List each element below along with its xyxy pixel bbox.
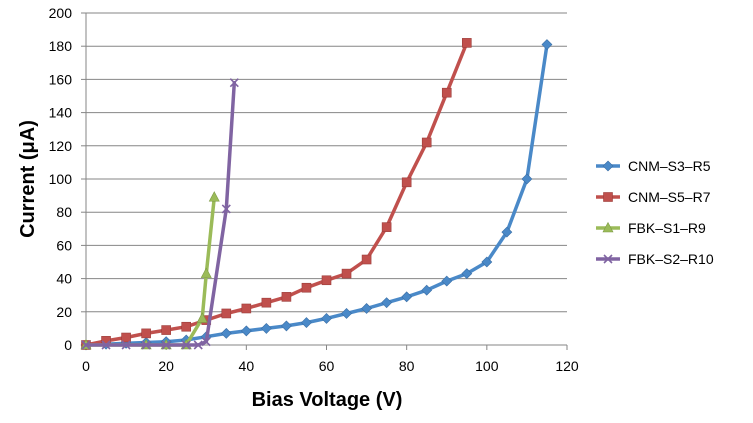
data-point [301,282,312,293]
data-point [241,303,252,314]
data-point [361,303,373,314]
data-point [161,325,171,335]
data-point [281,292,292,302]
legend-swatch-marker [603,254,613,264]
data-point [261,297,272,308]
data-point [121,340,131,350]
y-tick-label: 140 [49,105,73,121]
data-point [401,291,413,303]
y-tick-label: 20 [56,304,72,320]
legend-item: CNM–S5–R7 [596,189,711,205]
data-point [201,337,211,347]
data-point [240,325,252,337]
data-point [280,320,292,332]
data-point [381,297,393,309]
data-point [381,222,392,232]
series-3 [80,191,220,350]
x-tick-label: 40 [239,358,255,374]
x-tick-label: 100 [475,358,499,374]
data-point [401,177,412,188]
data-point [260,322,272,334]
y-tick-label: 0 [64,337,72,353]
data-point [141,328,151,339]
data-point [301,317,312,329]
data-point [81,340,91,350]
data-point [141,340,151,350]
legend-label: FBK–S2–R10 [628,251,714,267]
data-point [441,87,452,98]
data-point [200,267,212,278]
legend-item: FBK–S1–R9 [596,220,706,236]
gridlines [86,12,567,313]
data-point [208,191,220,202]
legend-swatch-marker [603,192,613,202]
data-point [221,204,231,214]
data-point [321,313,332,324]
data-point [229,78,239,88]
y-axis-title: Current (μA) [17,120,39,238]
legend-item: CNM–S3–R5 [596,158,711,174]
tick-labels: 0 20 40 60 80 100 120 140 160 180 200 0 20 40 60 80 100 1… [49,5,579,374]
data-point [361,254,372,265]
y-tick-label: 180 [49,38,73,54]
x-tick-label: 80 [399,358,415,374]
x-tick-label: 60 [319,358,335,374]
data-point [521,173,533,185]
series-line [84,80,237,347]
y-tick-label: 60 [56,237,72,253]
legend-label: CNM–S3–R5 [628,158,711,174]
data-point [481,256,493,268]
data-point [501,226,513,238]
legend-label: FBK–S1–R9 [628,220,706,236]
data-point [196,312,208,323]
x-tick-label: 0 [82,358,90,374]
legend-label: CNM–S5–R7 [628,189,711,205]
data-point [541,39,553,50]
data-point [220,327,232,339]
data-point [421,284,433,296]
data-point [181,321,192,332]
data-point [421,137,432,148]
data-point [441,275,453,287]
legend: CNM–S3–R5 CNM–S5–R7 FBK–S1–R9 FBK–S2–R10 [596,158,714,267]
data-point [341,268,352,279]
series-1 [80,39,553,351]
y-tick-label: 160 [49,71,73,87]
series [80,38,553,351]
legend-swatch-marker [602,160,614,172]
series-line [84,42,549,347]
data-point [221,308,232,319]
x-tick-label: 120 [555,358,579,374]
data-point [101,340,111,350]
series-2 [81,38,472,350]
legend-swatch-marker [602,221,614,233]
x-axis-title: Bias Voltage (V) [252,389,403,411]
x-tick-label: 20 [158,358,174,374]
data-point [193,340,203,350]
y-tick-label: 100 [49,171,73,187]
data-point [121,332,131,343]
data-point [181,340,191,350]
data-point [341,308,352,319]
y-tick-label: 120 [49,138,73,154]
y-tick-label: 200 [49,5,73,21]
data-point [461,268,473,280]
data-point [161,340,171,350]
legend-item: FBK–S2–R10 [596,251,714,267]
data-point [321,275,332,286]
series-4 [81,78,239,350]
data-point [461,38,472,48]
y-tick-label: 80 [56,204,72,220]
series-line [84,41,469,347]
y-tick-label: 40 [56,271,72,287]
